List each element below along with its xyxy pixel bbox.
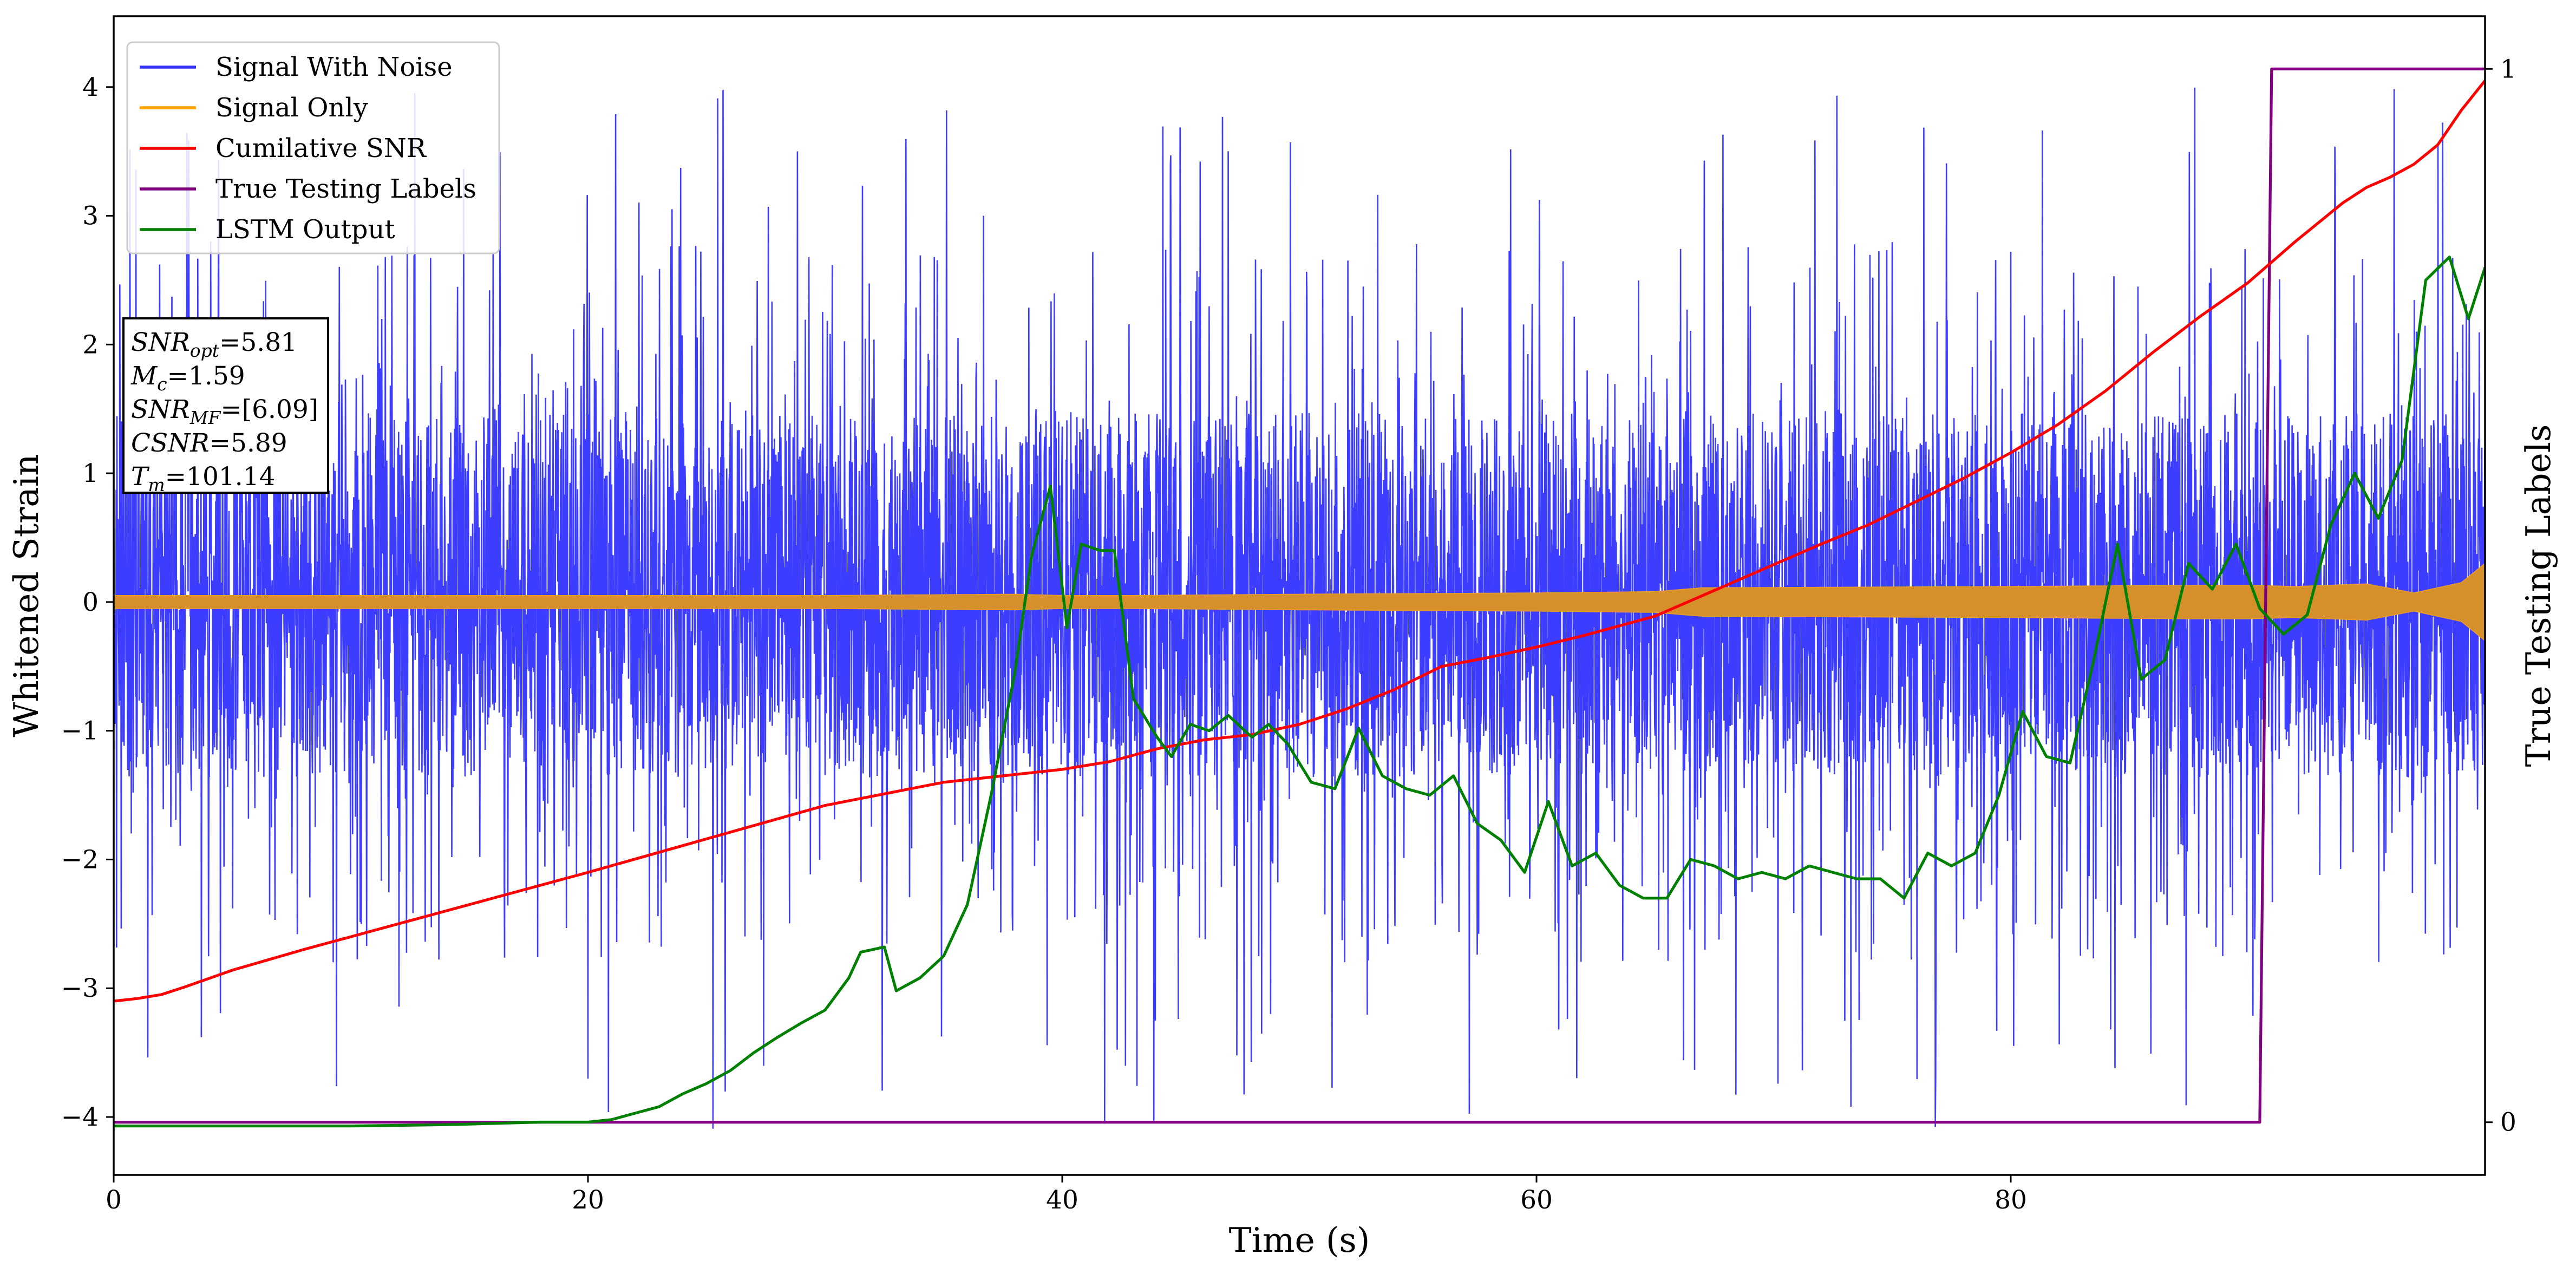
x-tick-label: 80 (1995, 1185, 2027, 1215)
parameter-box (122, 317, 329, 494)
y-tick-label: 3 (82, 201, 99, 231)
series-line-lstm-output (114, 256, 2485, 1128)
signal-only-layer (114, 563, 2485, 642)
y-tick-label: −2 (61, 845, 99, 874)
plot-frame (113, 15, 2486, 1176)
legend-label-cumilative-snr: Cumilative SNR (215, 133, 427, 164)
x-tick-label: 0 (106, 1185, 122, 1215)
y-tick-label: 4 (82, 73, 99, 102)
parameter-line: SNRMF=[6.09] (131, 395, 318, 428)
line-series-layer (114, 67, 2485, 1128)
y-axis-title: Whitened Strain (6, 454, 46, 737)
y2-tick-label: 1 (2500, 54, 2516, 84)
parameter-line: CSNR=5.89 (131, 428, 287, 458)
y-tick-label: −3 (61, 974, 99, 1003)
y-tick-label: 1 (82, 459, 99, 488)
y-tick-label: −1 (61, 716, 99, 746)
x-tick-label: 40 (1046, 1185, 1078, 1215)
parameter-line: Tm=101.14 (131, 462, 276, 495)
y2-tick-label: 0 (2500, 1108, 2516, 1138)
x-tick-label: 60 (1520, 1185, 1553, 1215)
legend: Signal With Noise Signal Only Cumilative S… (126, 41, 500, 254)
parameter-line: SNRopt=5.81 (131, 328, 297, 361)
y-tick-label: 0 (82, 587, 99, 617)
series-line-true-testing-labels (114, 67, 2485, 1124)
legend-label-lstm-output: LSTM Output (215, 214, 395, 245)
legend-label-signal-with-noise: Signal With Noise (215, 52, 453, 82)
x-tick-label: 20 (572, 1185, 604, 1215)
signal-with-noise-layer (114, 87, 2485, 1129)
y-tick-label: 2 (82, 330, 99, 360)
series-line-cumilative-snr (114, 80, 2485, 1003)
series-line-signal-with-noise (114, 87, 2485, 1129)
y2-axis-title: True Testing Labels (2519, 424, 2558, 767)
parameter-line: Mc=1.59 (130, 361, 245, 395)
y-tick-label: −4 (61, 1102, 99, 1132)
series-area-signal-only (114, 563, 2485, 642)
legend-box (126, 41, 500, 254)
legend-label-true-testing-labels: True Testing Labels (215, 174, 476, 204)
legend-label-signal-only: Signal Only (215, 93, 368, 123)
x-axis-title: Time (s) (1229, 1220, 1370, 1260)
